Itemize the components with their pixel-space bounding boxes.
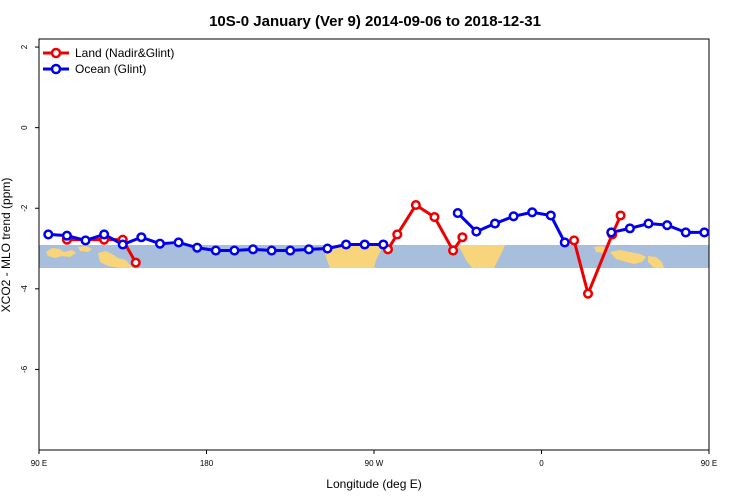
- ocean-data-point: [117, 239, 128, 250]
- ocean-data-point: [699, 227, 710, 238]
- land-data-point: [392, 229, 403, 240]
- x-axis: 90 E 180 90 W 0 90 E: [31, 450, 717, 468]
- y-tick-label: -6: [20, 365, 29, 373]
- ocean-data-point: [471, 226, 482, 237]
- y-tick-label: 0: [20, 125, 29, 130]
- ocean-data-point: [452, 208, 463, 219]
- map-land-africa: [458, 245, 505, 268]
- ocean-data-point: [680, 227, 691, 238]
- map-land-australia-right: [594, 246, 664, 268]
- y-tick-label: 2: [20, 44, 29, 49]
- ocean-data-point: [61, 230, 72, 241]
- ocean-data-point: [210, 245, 221, 256]
- legend-ocean-marker: [50, 63, 62, 75]
- ocean-data-point: [624, 223, 635, 234]
- land-data-point: [582, 288, 594, 299]
- ocean-data-point: [606, 227, 617, 238]
- ocean-data-point: [80, 235, 91, 246]
- land-data-point: [410, 199, 421, 211]
- land-data-point: [569, 235, 580, 246]
- land-series-line: [572, 214, 622, 296]
- legend: Land (Nadir&Glint) Ocean (Glint): [43, 46, 174, 76]
- land-series-line: [386, 203, 464, 253]
- x-tick-label: 90 W: [365, 459, 384, 468]
- y-tick-label: -4: [20, 285, 29, 293]
- ocean-data-point: [192, 242, 203, 253]
- ocean-data-point: [322, 243, 333, 254]
- ocean-data-point: [303, 244, 314, 255]
- chart-title: 10S-0 January (Ver 9) 2014-09-06 to 2018…: [209, 13, 541, 30]
- ocean-data-point: [173, 237, 184, 248]
- ocean-data-point: [527, 207, 538, 218]
- x-tick-label: 0: [539, 459, 544, 468]
- ocean-data-point: [266, 245, 277, 256]
- ocean-data-point: [359, 239, 370, 250]
- ocean-data-point: [378, 239, 389, 250]
- ocean-data-point: [508, 211, 519, 222]
- land-data-point: [448, 245, 459, 256]
- y-tick-label: -2: [20, 204, 29, 212]
- x-axis-label: Longitude (deg E): [326, 477, 421, 491]
- ocean-data-point: [229, 245, 240, 256]
- series-layer: [43, 199, 710, 299]
- ocean-data-point: [247, 244, 259, 255]
- legend-land-marker: [50, 47, 62, 59]
- ocean-data-point: [559, 237, 570, 248]
- map-land-south-america: [323, 245, 385, 268]
- legend-land-label: Land (Nadir&Glint): [75, 46, 174, 60]
- ocean-data-point: [136, 232, 147, 243]
- ocean-data-point: [99, 229, 110, 240]
- land-data-point: [130, 257, 141, 268]
- y-axis: 2 0 -2 -4 -6: [20, 44, 39, 373]
- ocean-data-point: [545, 210, 556, 221]
- land-data-point: [615, 210, 626, 221]
- map-land-australia-left: [46, 246, 134, 268]
- y-axis-label: XCO2 - MLO trend (ppm): [0, 178, 13, 313]
- x-tick-label: 180: [200, 459, 214, 468]
- ocean-data-point: [662, 220, 673, 231]
- ocean-data-point: [643, 218, 654, 229]
- map-strip: [39, 245, 709, 268]
- land-data-point: [429, 212, 440, 223]
- land-data-point: [457, 232, 468, 243]
- x-tick-label: 90 E: [31, 459, 47, 468]
- ocean-data-point: [341, 239, 352, 250]
- ocean-data-point: [285, 245, 296, 256]
- ocean-data-point: [43, 229, 54, 240]
- ocean-data-point: [154, 238, 166, 249]
- legend-ocean-label: Ocean (Glint): [75, 62, 146, 76]
- x-tick-label: 90 E: [701, 459, 717, 468]
- ocean-data-point: [489, 218, 501, 229]
